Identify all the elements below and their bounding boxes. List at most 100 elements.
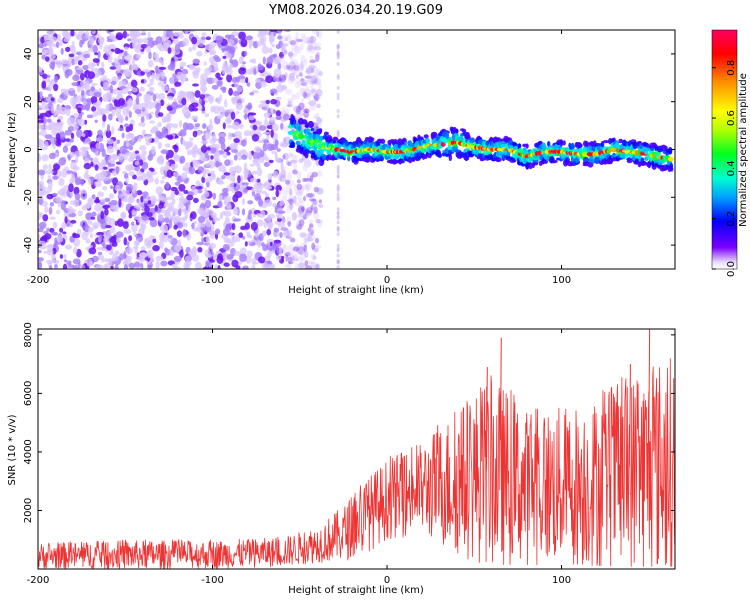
noise-blob bbox=[251, 264, 256, 269]
noise-blob bbox=[285, 179, 291, 185]
noise-blob bbox=[98, 108, 104, 114]
x-tick-label: -100 bbox=[201, 275, 224, 286]
noise-blob bbox=[114, 47, 121, 55]
noise-blob bbox=[139, 145, 147, 151]
signal-cell bbox=[408, 156, 413, 164]
noise-blob bbox=[48, 206, 53, 215]
noise-blob bbox=[179, 91, 186, 96]
noise-blob bbox=[305, 85, 309, 93]
noise-blob bbox=[287, 199, 293, 203]
noise-blob bbox=[144, 135, 152, 144]
noise-blob bbox=[226, 117, 232, 123]
noise-blob bbox=[157, 213, 164, 221]
noise-blob bbox=[230, 145, 238, 149]
noise-blob bbox=[316, 117, 322, 125]
noise-blob bbox=[310, 204, 314, 211]
noise-blob bbox=[254, 78, 261, 84]
noise-blob bbox=[259, 73, 265, 77]
noise-blob bbox=[158, 192, 162, 202]
noise-blob bbox=[183, 208, 187, 215]
noise-blob bbox=[70, 219, 77, 224]
noise-blob bbox=[197, 207, 205, 214]
noise-blob bbox=[126, 33, 130, 37]
noise-blob bbox=[70, 30, 75, 37]
noise-blob bbox=[247, 200, 254, 205]
noise-blob bbox=[266, 56, 274, 65]
noise-blob bbox=[121, 132, 125, 139]
noise-blob bbox=[182, 38, 189, 47]
colorbar-tick-label: 0.4 bbox=[726, 160, 737, 176]
noise-blob bbox=[298, 219, 305, 227]
noise-blob bbox=[302, 177, 308, 183]
noise-blob bbox=[202, 266, 209, 269]
noise-blob bbox=[317, 118, 324, 123]
noise-blob bbox=[139, 102, 148, 111]
noise-blob bbox=[296, 196, 303, 200]
noise-blob bbox=[39, 90, 43, 98]
noise-blob bbox=[80, 178, 85, 186]
noise-blob bbox=[51, 105, 55, 114]
noise-blob bbox=[295, 258, 299, 262]
noise-blob bbox=[310, 36, 314, 45]
noise-blob bbox=[240, 139, 247, 147]
noise-blob bbox=[119, 115, 124, 124]
noise-blob bbox=[112, 141, 118, 148]
noise-blob bbox=[108, 32, 115, 41]
noise-blob bbox=[65, 46, 71, 53]
noise-blob bbox=[313, 186, 320, 193]
noise-blob bbox=[294, 80, 300, 89]
noise-blob bbox=[64, 129, 72, 136]
noise-blob bbox=[269, 116, 276, 124]
signal-cell bbox=[360, 140, 364, 145]
noise-blob bbox=[125, 126, 131, 133]
noise-blob bbox=[237, 175, 241, 184]
noise-blob bbox=[108, 113, 113, 121]
noise-blob bbox=[287, 76, 295, 84]
noise-blob bbox=[63, 37, 70, 43]
noise-blob bbox=[119, 253, 125, 261]
noise-blob bbox=[69, 190, 74, 198]
noise-blob bbox=[300, 242, 307, 249]
noise-blob bbox=[59, 227, 64, 233]
noise-blob bbox=[245, 77, 249, 84]
noise-blob bbox=[202, 123, 207, 129]
noise-blob bbox=[233, 208, 239, 216]
noise-blob bbox=[215, 72, 221, 79]
noise-blob bbox=[69, 151, 76, 158]
noise-blob bbox=[38, 169, 46, 176]
noise-blob bbox=[90, 96, 98, 103]
noise-blob bbox=[304, 251, 309, 258]
noise-blob bbox=[173, 32, 179, 37]
noise-blob bbox=[94, 52, 99, 56]
y-tick-label: -40 bbox=[23, 237, 34, 253]
noise-blob bbox=[268, 159, 274, 163]
noise-blob bbox=[233, 138, 240, 144]
noise-blob bbox=[47, 83, 52, 92]
noise-blob bbox=[170, 163, 178, 169]
noise-blob bbox=[81, 133, 86, 138]
noise-blob bbox=[308, 89, 317, 95]
noise-blob bbox=[228, 108, 235, 113]
noise-blob bbox=[68, 87, 75, 91]
x-tick-label: -200 bbox=[27, 275, 50, 286]
noise-blob bbox=[286, 160, 290, 165]
noise-blob bbox=[117, 153, 124, 161]
noise-blob bbox=[285, 35, 289, 39]
noise-blob bbox=[191, 36, 198, 45]
noise-blob bbox=[106, 138, 114, 145]
noise-blob bbox=[42, 214, 49, 222]
noise-blob bbox=[184, 30, 189, 35]
noise-blob bbox=[273, 227, 280, 233]
noise-blob bbox=[296, 105, 302, 113]
y-tick-label: 40 bbox=[23, 48, 34, 61]
signal-cell bbox=[361, 144, 368, 148]
noise-blob bbox=[156, 156, 165, 165]
noise-blob bbox=[49, 202, 55, 207]
noise-blob bbox=[293, 37, 301, 41]
noise-blob bbox=[141, 214, 149, 221]
noise-blob bbox=[305, 67, 312, 74]
noise-blob bbox=[182, 167, 187, 172]
noise-blob bbox=[155, 65, 159, 74]
noise-blob bbox=[149, 195, 157, 205]
